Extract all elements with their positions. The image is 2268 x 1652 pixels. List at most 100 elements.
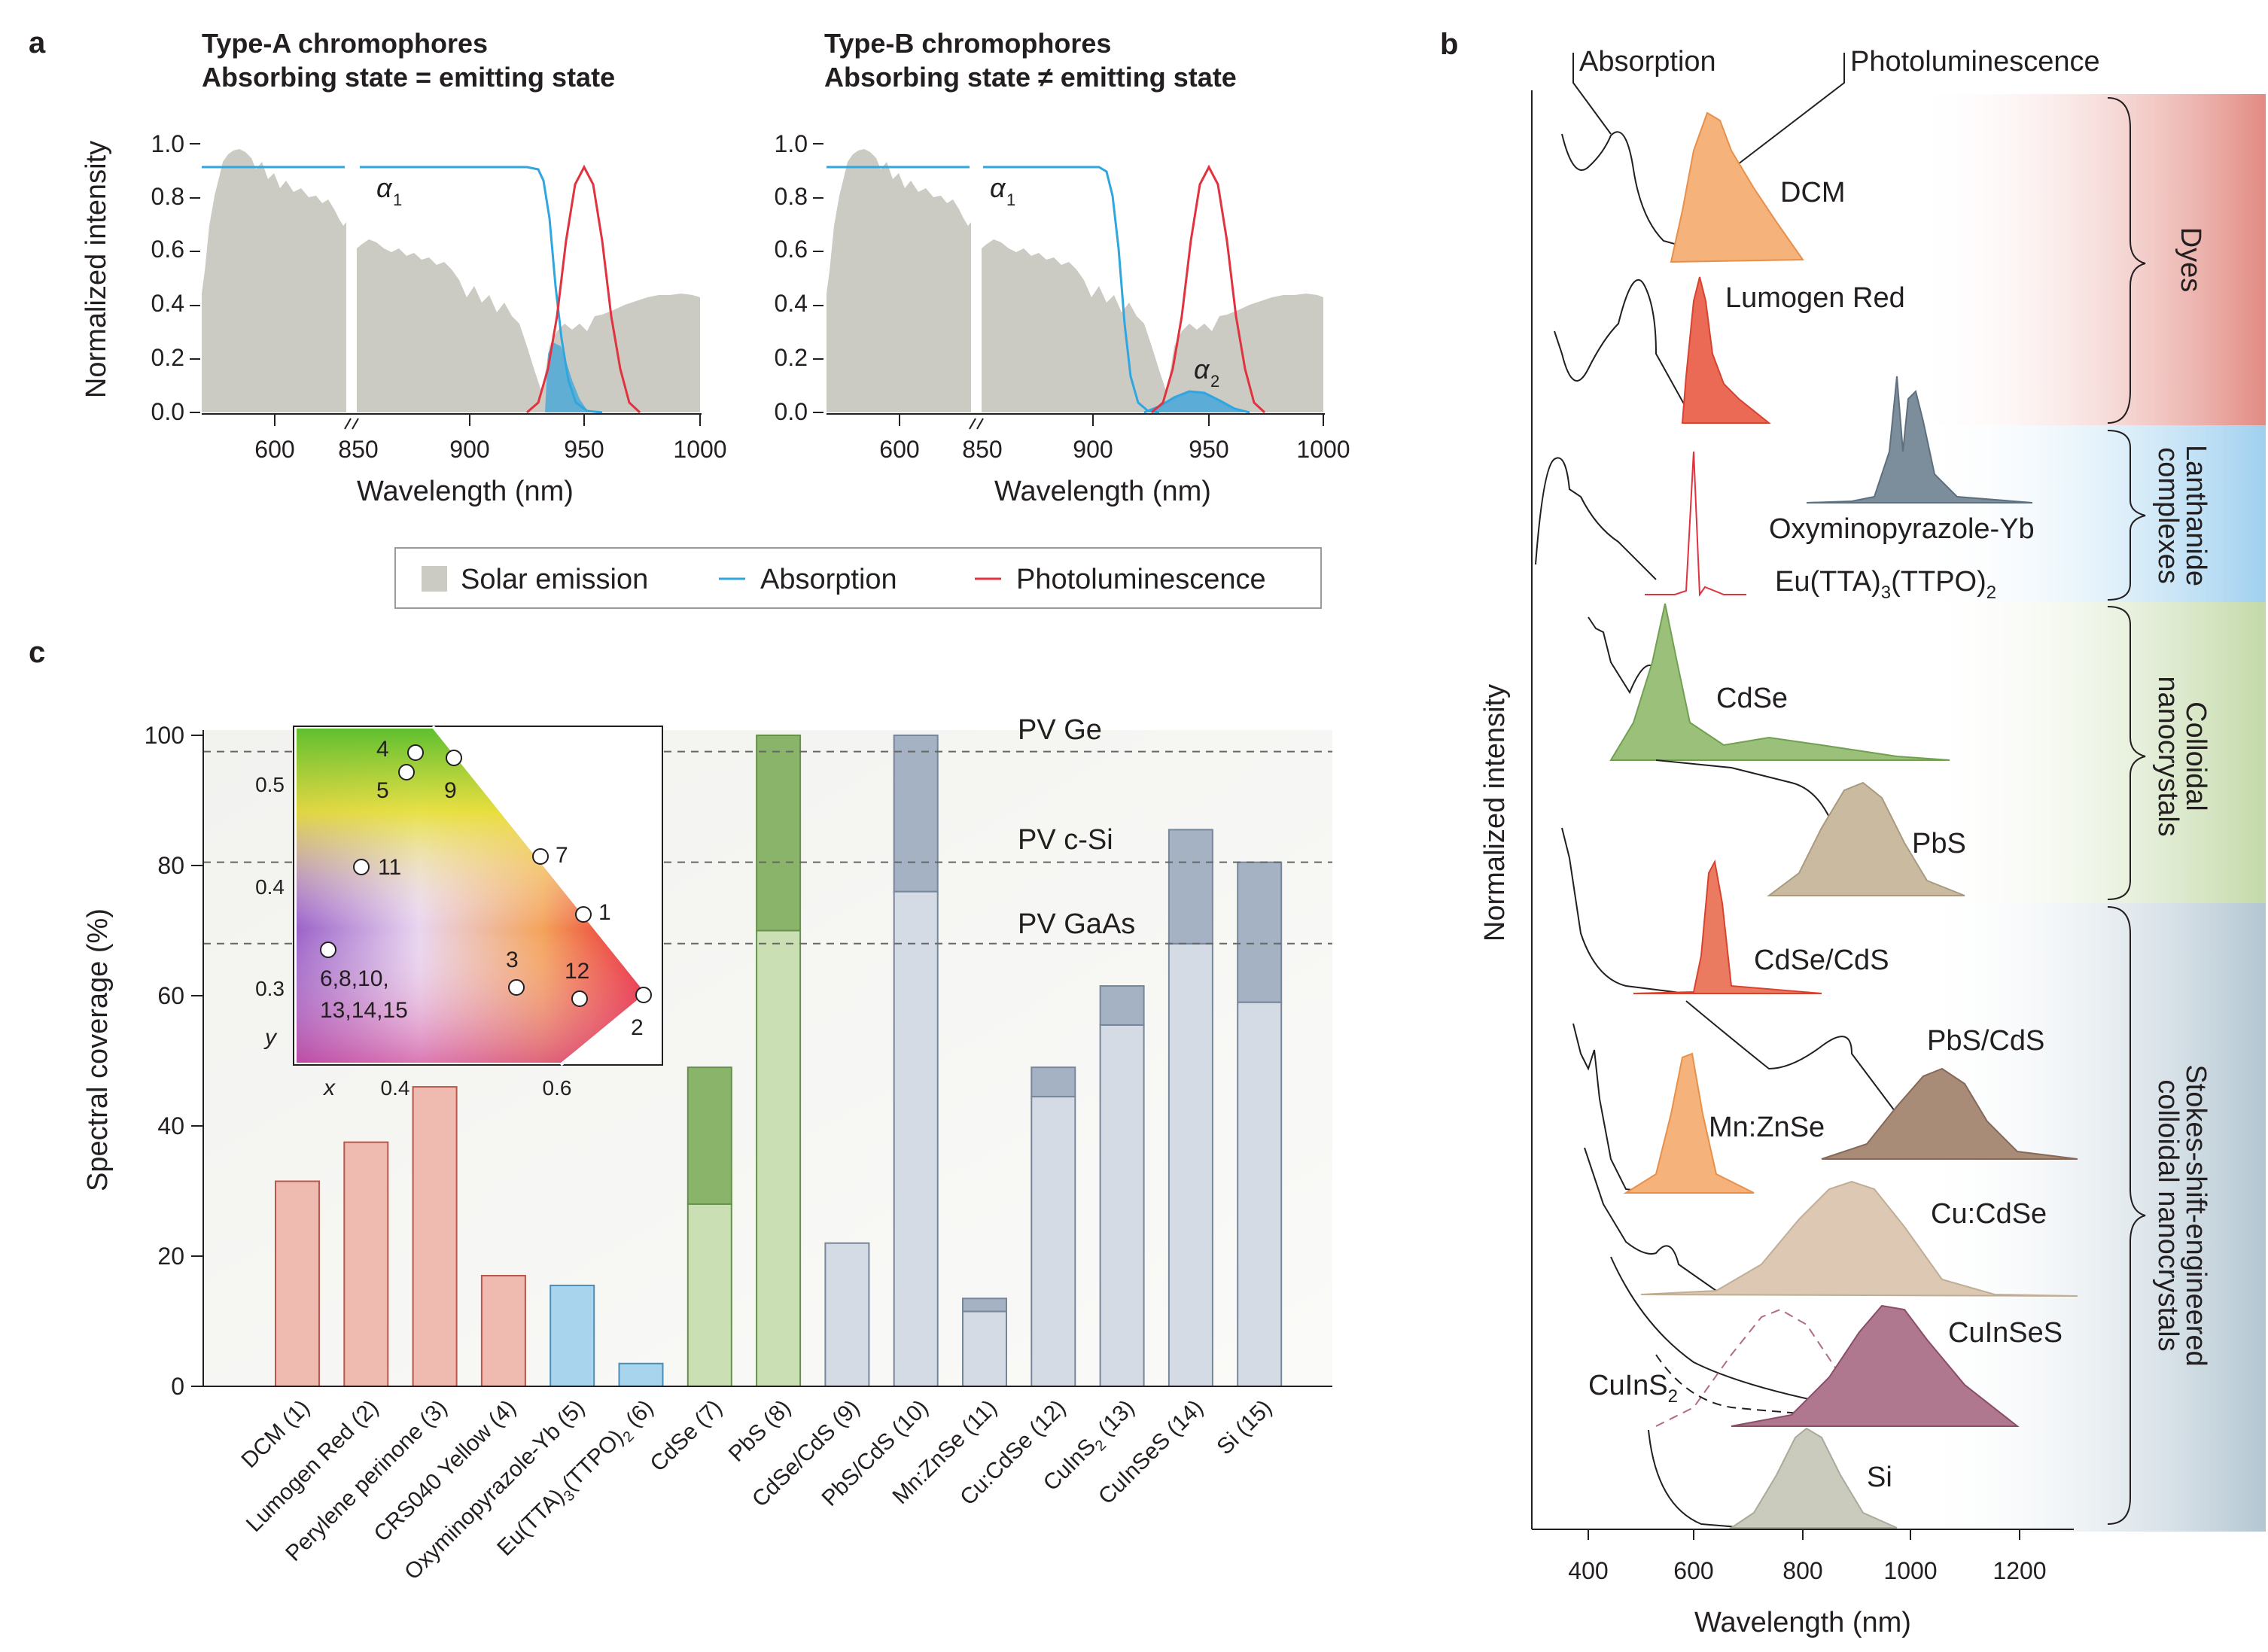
panel-letter-c: c: [29, 636, 45, 669]
ytick-0-8-right: 0.8: [775, 183, 808, 210]
cie-label-5: 5: [376, 778, 389, 803]
panel-b-pl-label: Photoluminescence: [1850, 46, 2100, 78]
pv-gaas-label: PV GaAs: [1018, 908, 1135, 940]
bar-lower-13: [1099, 1024, 1145, 1388]
panel-a: Type-A chromophores Absorbing state = em…: [81, 28, 1350, 609]
cie-xtick-0-4: 0.4: [381, 1076, 410, 1100]
xtick-600: 600: [1673, 1557, 1713, 1584]
cie-label-7: 7: [556, 843, 568, 868]
lumogen-pl: [1681, 276, 1771, 424]
svg-text:1: 1: [393, 190, 402, 209]
cie-point-7: [532, 848, 549, 865]
panel-b-absorption-label: Absorption: [1579, 46, 1716, 78]
cucdse-absorption: [1584, 1147, 1807, 1295]
cie-label-4: 4: [376, 737, 389, 762]
ytick-label: 40: [157, 1112, 184, 1139]
ytick-0-6-right: 0.6: [775, 236, 808, 263]
brace-colloidal: [2107, 606, 2146, 900]
solar-emission-area-left: [202, 149, 346, 412]
legend: Solar emission Absorption Photoluminesce…: [394, 547, 1322, 609]
legend-absorption-label: Absorption: [760, 564, 897, 595]
brace-lanthanide: [2107, 430, 2146, 601]
eu-pl: [1645, 451, 1746, 597]
ytick-label: 100: [145, 722, 184, 749]
alpha2-fill-right: [1144, 391, 1250, 412]
group-colloidal-1: Colloidal: [2180, 701, 2212, 811]
legend-box: [394, 547, 1322, 609]
pl-curve-left: [526, 164, 641, 414]
absorption-fill-left: [545, 342, 595, 412]
group-lanthanide-1: Lanthanide: [2180, 445, 2212, 586]
cie-label-9: 9: [444, 778, 457, 803]
ytick-label: 20: [157, 1243, 184, 1270]
ytick-label: 80: [157, 852, 184, 879]
label-lumogen: Lumogen Red: [1725, 282, 1905, 314]
cie-xtick-0-6: 0.6: [543, 1076, 572, 1100]
cie-label-11: 11: [378, 855, 401, 880]
cuinses-pl: [1731, 1304, 2020, 1427]
legend-pl-label: Photoluminescence: [1016, 564, 1266, 595]
xtick-850-right: 850: [962, 436, 1002, 463]
bar-lower-2: [343, 1141, 389, 1387]
panel-letter-a: a: [29, 26, 46, 59]
panel-c-yticks: 0 20 40 60 80 100: [145, 722, 203, 1400]
panel-a-right-title-2: Absorbing state ≠ emitting state: [824, 62, 1237, 93]
brace-stokes: [2107, 906, 2146, 1525]
panel-c-bars: [275, 735, 1283, 1388]
panel-a-right-plot: α 1 α 2: [827, 128, 1325, 418]
eu-absorption: [1535, 457, 1657, 580]
label-oxy: Oxyminopyrazole-Yb: [1769, 513, 2035, 545]
mnznse-pl: [1623, 1052, 1755, 1194]
alpha1-label-left: α 1: [376, 172, 402, 209]
xtick-900-left: 900: [449, 436, 489, 463]
cie-label-12: 12: [565, 959, 589, 984]
group-stokes-2: colloidal nanocrystals: [2152, 1079, 2184, 1351]
panel-a-right-title-1: Type-B chromophores: [824, 28, 1111, 59]
band-colloidal: [1916, 602, 2266, 903]
ytick-0-6-left: 0.6: [151, 236, 184, 263]
pl-curve-right: [1151, 164, 1266, 414]
axis-break-gap-right: [971, 128, 982, 418]
cucdse-pl: [1640, 1180, 2078, 1297]
label-eu: Eu(TTA)3(TTPO)2: [1775, 566, 1996, 603]
ytick-1-0-right: 1.0: [775, 130, 808, 157]
legend-solar-label: Solar emission: [461, 564, 648, 595]
panel-a-left-title-1: Type-A chromophores: [202, 28, 488, 59]
cie-label-3: 3: [506, 948, 519, 972]
oxy-pl: [1806, 376, 2033, 504]
svg-text:α: α: [1194, 354, 1210, 385]
dcm-pl: [1670, 111, 1804, 263]
ytick-label: 0: [171, 1373, 184, 1400]
pv-csi-label: PV c-Si: [1018, 824, 1113, 856]
bar-lower-15: [1237, 1001, 1283, 1388]
cie-point-12: [571, 990, 588, 1007]
ytick-0-4-right: 0.4: [775, 290, 808, 317]
cie-label-2: 2: [631, 1015, 644, 1040]
bar-lower-3: [412, 1086, 458, 1387]
xtick-1000: 1000: [1883, 1557, 1937, 1584]
dcm-absorption: [1561, 131, 1732, 260]
bar-lower-8: [756, 929, 802, 1387]
panel-a-yticks: 1.0 0.8 0.6 0.4 0.2 0.0 1.0 0.8 0.6 0.4 …: [151, 130, 823, 425]
ytick-0-0-right: 0.0: [775, 398, 808, 425]
panel-a-xticks: 600 850 900 950 1000 600 850 900 950 100…: [254, 414, 1350, 463]
bar-upper-10: [893, 735, 939, 893]
cie-point-3: [508, 979, 525, 996]
cie-xlabel: x: [322, 1075, 336, 1100]
cdse-pl: [1609, 603, 1950, 761]
mnznse-absorption: [1572, 1023, 1657, 1194]
cie-point-6-8-10-13-14-15: [320, 942, 336, 958]
panel-a-ylabel: Normalized intensity: [81, 141, 112, 398]
alpha2-label-right: α 2: [1194, 354, 1219, 391]
bar-lower-12: [1030, 1096, 1076, 1387]
xtick-1200: 1200: [1992, 1557, 2046, 1584]
band-lanthanide: [1916, 425, 2266, 602]
cie-point-labels: 4 5 9 7 1 11 3 12 2 6,8,10, 13,14,15: [320, 737, 644, 1040]
bar-upper-13: [1099, 985, 1145, 1026]
label-cdse: CdSe: [1716, 683, 1788, 714]
cdsecds-absorption: [1561, 827, 1687, 994]
xtick-600-left: 600: [254, 436, 294, 463]
label-si: Si: [1867, 1462, 1892, 1493]
cie-ylabel: y: [263, 1025, 278, 1050]
